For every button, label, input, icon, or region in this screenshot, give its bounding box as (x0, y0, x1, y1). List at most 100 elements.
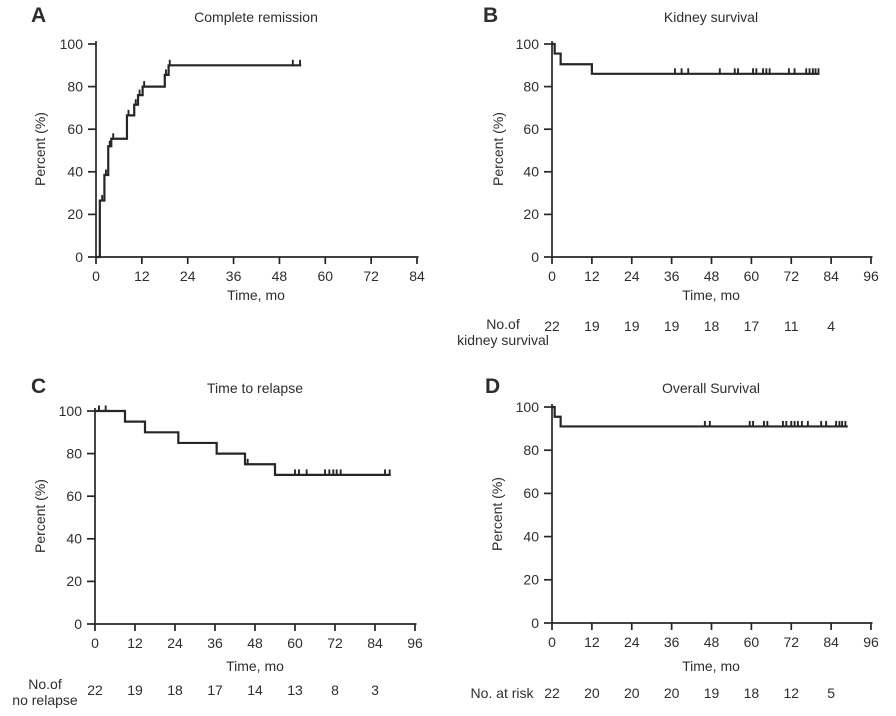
x-tick-label: 24 (167, 635, 183, 651)
risk-value: 17 (743, 318, 760, 334)
risk-label-B-line1: No.of (486, 316, 520, 332)
x-tick-label: 36 (226, 268, 242, 284)
x-axis-label-B: Time, mo (682, 287, 740, 303)
x-tick-label: 36 (664, 268, 680, 284)
panel-title-C: Time to relapse (207, 380, 303, 396)
risk-value: 18 (703, 318, 720, 334)
x-tick-label: 84 (409, 268, 425, 284)
x-tick-label: 12 (584, 268, 600, 284)
panel-letter-B: B (483, 4, 499, 27)
y-tick-label: 0 (74, 616, 82, 632)
risk-values-B: 22 19 19 19 18 17 11 4 (448, 318, 896, 338)
risk-value: 19 (127, 682, 143, 698)
panel-title-D: Overall Survival (661, 380, 761, 396)
y-axis-label-A: Percent (%) (32, 112, 48, 186)
risk-value: 18 (743, 685, 760, 701)
x-tick-label: 60 (744, 634, 760, 650)
panel-letter-C: C (31, 375, 47, 398)
panel-title-B: Kidney survival (663, 9, 759, 25)
panel-letter-D: D (485, 375, 501, 398)
y-axis-label-C: Percent (%) (32, 479, 48, 553)
y-tick-label: 40 (523, 164, 539, 180)
x-tick-label: 48 (247, 635, 263, 651)
y-tick-label: 20 (523, 206, 539, 222)
x-tick-label: 72 (783, 634, 799, 650)
risk-label-C-line2: no relapse (12, 692, 78, 708)
x-tick-label: 48 (704, 634, 720, 650)
risk-value: 19 (703, 685, 720, 701)
x-tick-label: 84 (823, 268, 839, 284)
risk-value: 20 (623, 685, 640, 701)
x-tick-label: 84 (823, 634, 839, 650)
risk-value: 18 (167, 682, 183, 698)
x-tick-label: 72 (783, 268, 799, 284)
km-plot-B: 0 20 40 60 80 100 0 12 24 36 48 60 72 84 96 (516, 36, 879, 284)
y-tick-label: 100 (59, 403, 83, 419)
km-curve (96, 64, 302, 259)
x-axis-label-D: Time, mo (682, 658, 740, 674)
x-tick-label: 96 (863, 268, 879, 284)
risk-value: 11 (783, 318, 799, 334)
x-tick-label: 48 (272, 268, 288, 284)
risk-value: 14 (247, 682, 263, 698)
risk-value: 20 (584, 685, 600, 701)
km-curve (95, 409, 391, 476)
x-tick-label: 12 (127, 635, 143, 651)
y-tick-label: 100 (516, 399, 540, 415)
x-axis-label-C: Time, mo (226, 658, 284, 674)
panel-title-A: Complete remission (194, 9, 318, 25)
x-tick-label: 96 (407, 635, 423, 651)
y-tick-label: 40 (66, 531, 82, 547)
y-tick-label: 80 (66, 445, 82, 461)
x-tick-label: 72 (363, 268, 379, 284)
x-tick-label: 12 (584, 634, 600, 650)
y-tick-label: 100 (516, 36, 540, 52)
risk-value: 19 (623, 318, 640, 334)
km-curve (552, 405, 848, 428)
risk-value: 19 (663, 318, 680, 334)
x-tick-label: 0 (548, 268, 556, 284)
km-curve (552, 42, 820, 75)
y-tick-label: 80 (523, 442, 539, 458)
y-axis-label-D: Percent (%) (489, 477, 505, 551)
y-tick-label: 0 (531, 615, 539, 631)
x-tick-label: 24 (180, 268, 196, 284)
y-tick-label: 100 (60, 36, 84, 52)
risk-value: 13 (287, 682, 303, 698)
x-tick-label: 84 (367, 635, 383, 651)
x-tick-label: 12 (134, 268, 150, 284)
risk-label-C-line1: No.of (28, 676, 62, 692)
y-tick-label: 0 (75, 249, 83, 265)
x-tick-label: 60 (744, 268, 760, 284)
risk-value: 3 (371, 682, 379, 698)
x-tick-label: 0 (92, 268, 100, 284)
risk-value: 20 (663, 685, 680, 701)
km-plot-A: 0 20 40 60 80 100 0 12 24 36 48 60 72 84 (60, 36, 425, 284)
y-tick-label: 0 (531, 249, 539, 265)
risk-value: 5 (827, 685, 836, 701)
x-tick-label: 24 (624, 268, 640, 284)
x-axis-label-A: Time, mo (227, 287, 285, 303)
risk-value: 22 (544, 318, 560, 334)
y-tick-label: 40 (523, 528, 539, 544)
x-tick-label: 96 (863, 634, 879, 650)
risk-label-D: No. at risk (456, 685, 548, 701)
risk-values-D: 22 20 20 20 19 18 12 5 (448, 685, 896, 705)
panel-B: 0 20 40 60 80 100 0 12 24 36 48 60 72 84 96 B Kidney s… (448, 0, 896, 358)
risk-value: 17 (207, 682, 223, 698)
y-tick-label: 20 (523, 572, 539, 588)
risk-label-D-line1: No. at risk (470, 685, 534, 701)
risk-label-C: No.of no relapse (0, 676, 100, 708)
risk-value: 8 (331, 682, 339, 698)
y-tick-label: 60 (523, 485, 539, 501)
y-tick-label: 40 (67, 164, 83, 180)
y-tick-label: 20 (67, 206, 83, 222)
km-plot-C: 0 20 40 60 80 100 0 12 24 36 48 60 72 84 96 (59, 403, 423, 651)
x-tick-label: 60 (287, 635, 303, 651)
x-tick-label: 60 (317, 268, 333, 284)
panel-D: 0 20 40 60 80 100 0 12 24 36 48 60 72 84 96 D Overall … (448, 358, 896, 716)
x-tick-label: 24 (624, 634, 640, 650)
x-tick-label: 0 (91, 635, 99, 651)
y-tick-label: 60 (66, 488, 82, 504)
risk-value: 22 (87, 682, 103, 698)
